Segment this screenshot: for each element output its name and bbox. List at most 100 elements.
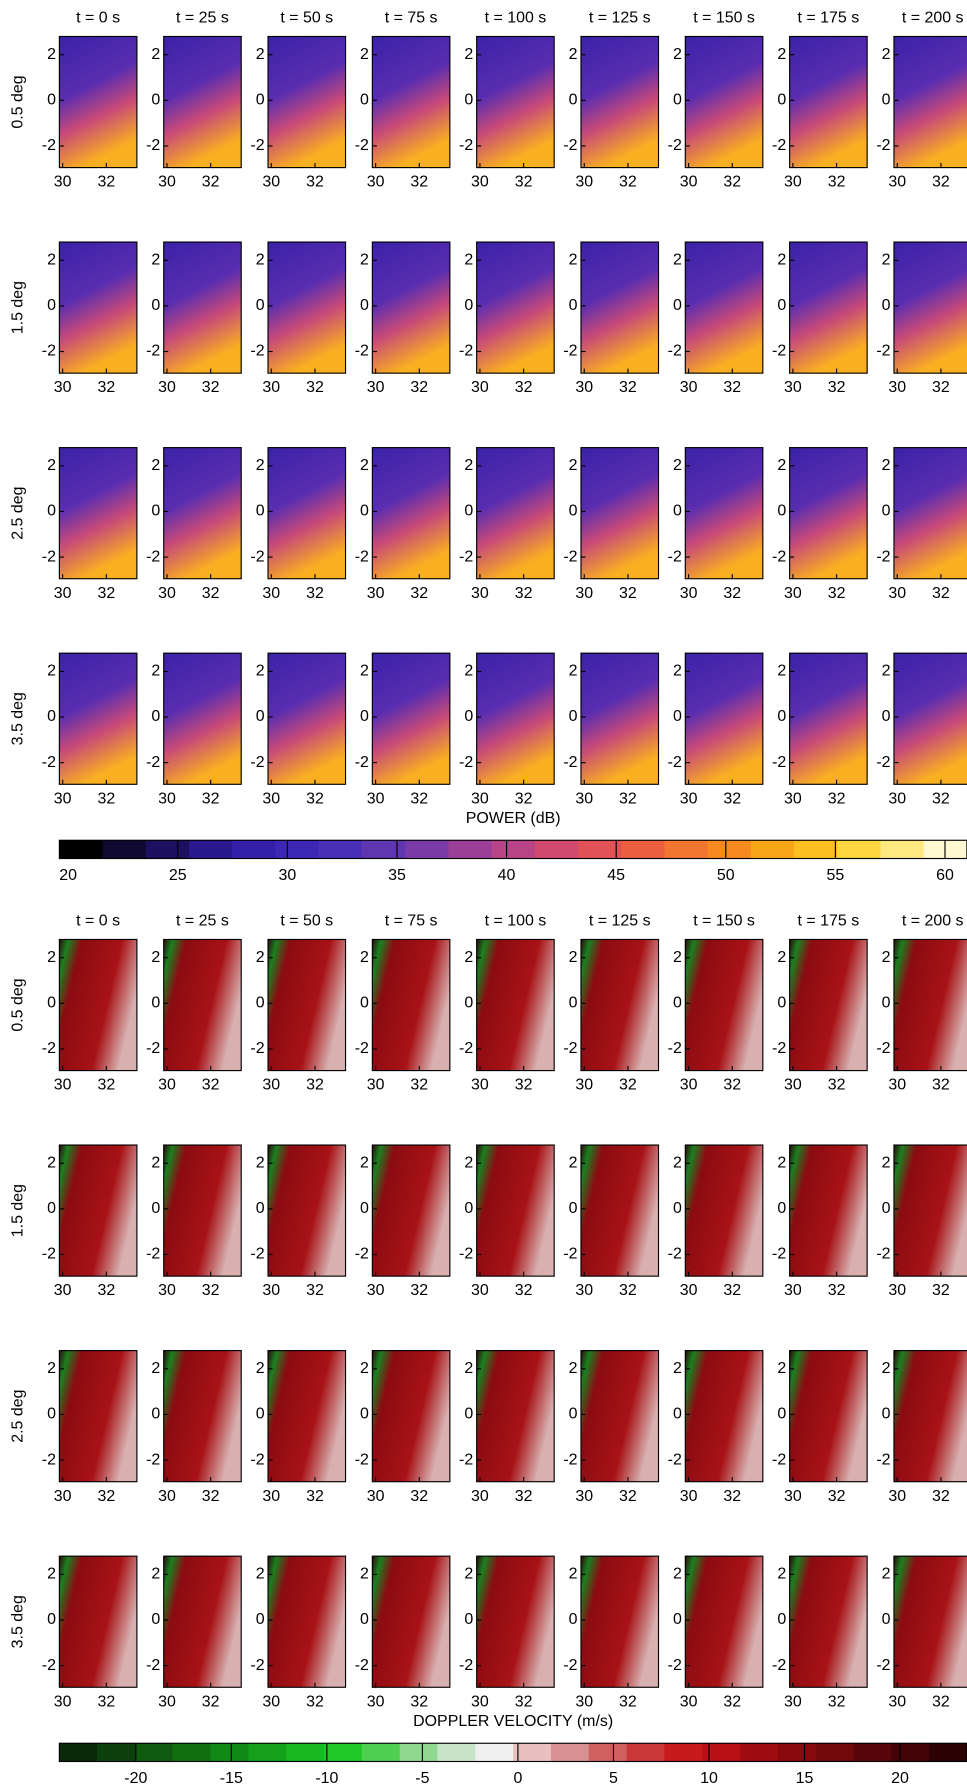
y-tick-label: -2 — [250, 1040, 264, 1057]
y-tick-label: 0 — [569, 1406, 578, 1423]
colorbar-swatch — [135, 1743, 174, 1762]
x-tick-label: 32 — [515, 790, 533, 807]
y-tick-label: 0 — [256, 708, 265, 725]
column-title: t = 25 s — [176, 912, 229, 929]
column-title: t = 150 s — [693, 9, 755, 26]
y-tick-label: 0 — [151, 708, 160, 725]
x-tick-label: 32 — [97, 174, 115, 191]
colorbar-swatch — [399, 1743, 439, 1762]
colorbar-swatch — [145, 840, 190, 859]
panel-image — [267, 241, 347, 374]
y-tick-label: 0 — [47, 1406, 56, 1423]
y-tick-label: 0 — [47, 503, 56, 520]
y-tick-label: 2 — [882, 1566, 891, 1583]
panel-image — [267, 1555, 347, 1688]
panel-image — [58, 35, 138, 169]
y-tick-label: 2 — [464, 663, 473, 680]
x-tick-label: 32 — [515, 1693, 533, 1710]
y-tick-label: -2 — [668, 1657, 682, 1674]
colorbar-swatch — [621, 840, 665, 859]
x-tick-label: 30 — [575, 1693, 593, 1710]
y-tick-label: 2 — [882, 46, 891, 63]
panel-image — [371, 938, 451, 1072]
colorbar-tick-label: 20 — [891, 1770, 909, 1787]
y-tick-label: -2 — [876, 754, 890, 771]
x-tick-label: 32 — [723, 174, 741, 191]
x-tick-label: 32 — [202, 1693, 220, 1710]
y-tick-label: 2 — [151, 949, 160, 966]
y-tick-label: 0 — [569, 92, 578, 109]
y-tick-label: 0 — [569, 1611, 578, 1628]
y-tick-label: 2 — [256, 1154, 265, 1171]
y-tick-label: -2 — [42, 1451, 56, 1468]
x-tick-label: 30 — [367, 1693, 385, 1710]
panel-image — [267, 938, 347, 1072]
y-tick-label: 0 — [882, 297, 891, 314]
y-tick-label: 0 — [777, 1200, 786, 1217]
colorbar-swatch — [513, 1743, 552, 1762]
colorbar-swatch — [702, 1743, 741, 1762]
y-tick-label: -2 — [563, 754, 577, 771]
x-tick-label: 30 — [471, 174, 489, 191]
panel-image — [163, 938, 242, 1072]
panel-image — [789, 1350, 868, 1483]
x-tick-label: 30 — [367, 1488, 385, 1505]
y-tick-label: 0 — [464, 503, 473, 520]
y-tick-label: 0 — [464, 297, 473, 314]
x-tick-label: 30 — [575, 790, 593, 807]
x-tick-label: 32 — [202, 1488, 220, 1505]
panel-image — [267, 1350, 347, 1483]
column-title: t = 200 s — [902, 912, 964, 929]
panel-image — [684, 1350, 764, 1483]
y-tick-label: -2 — [250, 548, 264, 565]
y-tick-label: 0 — [673, 708, 682, 725]
panel-image — [163, 1144, 242, 1277]
x-tick-label: 32 — [515, 174, 533, 191]
colorbar-tick-label: 0 — [513, 1770, 522, 1787]
colorbar-tick-label: -10 — [315, 1770, 338, 1787]
x-tick-label: 30 — [888, 1282, 906, 1299]
y-tick-label: 2 — [151, 1566, 160, 1583]
y-tick-label: 2 — [882, 949, 891, 966]
x-tick-label: 32 — [932, 585, 950, 602]
x-tick-label: 32 — [515, 379, 533, 396]
row-label: 0.5 deg — [10, 978, 27, 1031]
y-tick-label: -2 — [42, 1040, 56, 1057]
y-tick-label: -2 — [42, 343, 56, 360]
x-tick-label: 30 — [262, 1077, 280, 1094]
x-tick-label: 32 — [932, 1693, 950, 1710]
y-tick-label: 2 — [360, 663, 369, 680]
y-tick-label: -2 — [772, 1657, 786, 1674]
x-tick-label: 32 — [619, 1693, 637, 1710]
y-tick-label: 2 — [256, 457, 265, 474]
x-tick-label: 30 — [262, 379, 280, 396]
x-tick-label: 32 — [202, 585, 220, 602]
column-title: t = 25 s — [176, 9, 229, 26]
column-title: t = 175 s — [798, 912, 860, 929]
x-tick-label: 30 — [367, 174, 385, 191]
panel-image — [58, 652, 138, 785]
x-tick-label: 30 — [367, 1282, 385, 1299]
colorbar-swatch — [210, 1743, 250, 1762]
y-tick-label: 2 — [256, 663, 265, 680]
x-tick-label: 30 — [680, 790, 698, 807]
panel-image — [580, 938, 660, 1072]
y-tick-label: -2 — [459, 1040, 473, 1057]
colorbar-swatch — [794, 840, 838, 859]
y-tick-label: 2 — [673, 949, 682, 966]
x-tick-label: 32 — [97, 1077, 115, 1094]
panel-image — [163, 652, 242, 785]
y-tick-label: -2 — [459, 1657, 473, 1674]
x-tick-label: 32 — [828, 1488, 846, 1505]
y-tick-label: 2 — [777, 457, 786, 474]
x-tick-label: 32 — [202, 790, 220, 807]
colorbar-tick-label: 55 — [827, 867, 845, 884]
panel-image — [684, 1144, 764, 1277]
panel-image — [267, 652, 347, 785]
y-tick-label: -2 — [146, 137, 160, 154]
y-tick-label: 0 — [360, 92, 369, 109]
y-tick-label: 2 — [464, 1566, 473, 1583]
y-tick-label: 2 — [882, 1360, 891, 1377]
colorbar-tick-label: 20 — [59, 867, 77, 884]
colorbar-tick-label: 45 — [607, 867, 625, 884]
